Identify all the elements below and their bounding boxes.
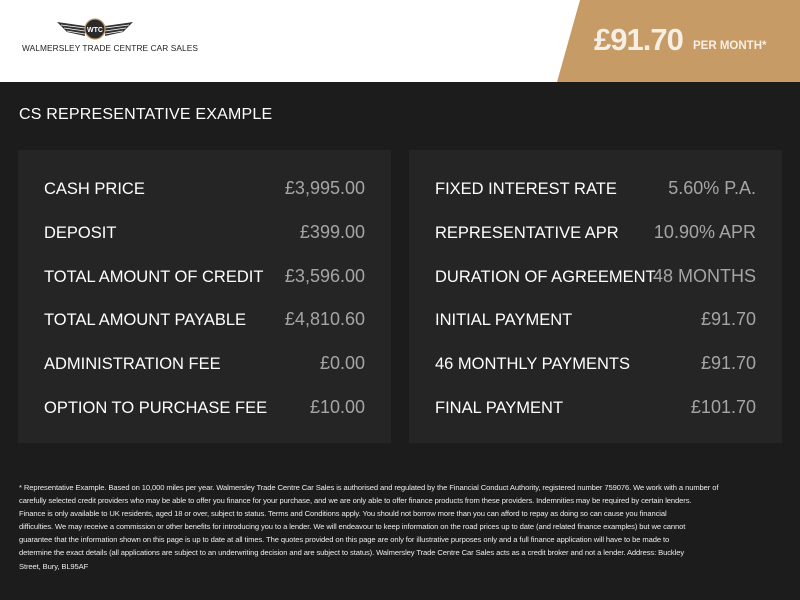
finance-label: DURATION OF AGREEMENT [435, 267, 656, 286]
right-finance-panel: FIXED INTEREST RATE 5.60% P.A. REPRESENTAT… [409, 150, 782, 443]
per-month-label: PER MONTH* [693, 40, 767, 52]
finance-row: CASH PRICE £3,995.00 [44, 178, 365, 204]
finance-value: £10.00 [309, 397, 365, 417]
finance-row: DEPOSIT £399.00 [44, 221, 365, 248]
finance-label: 46 MONTHLY PAYMENTS [435, 355, 630, 374]
disclaimer-line: * Representative Example. Based on 10,00… [19, 483, 719, 492]
finance-row: TOTAL AMOUNT PAYABLE £4,810.60 [44, 309, 365, 335]
finance-row: OPTION TO PURCHASE FEE £10.00 [44, 397, 365, 423]
finance-value: £4,810.60 [284, 309, 365, 330]
monthly-price-banner: £91.70 PER MONTH* [557, 0, 800, 82]
finance-label: FIXED INTEREST RATE [435, 180, 617, 198]
winged-badge-icon: WTC [56, 18, 133, 40]
svg-text:WTC: WTC [87, 27, 103, 34]
monthly-price: £91.70 [594, 22, 684, 57]
disclaimer-line: guarantee that the information shown on … [19, 535, 670, 545]
finance-label: REPRESENTATIVE APR [435, 223, 619, 242]
finance-label: ADMINISTRATION FEE [44, 355, 221, 374]
finance-row: REPRESENTATIVE APR 10.90% APR [435, 221, 756, 248]
finance-value: £0.00 [319, 353, 365, 374]
finance-row: FIXED INTEREST RATE 5.60% P.A. [435, 178, 756, 204]
header: WTC WALMERSLEY TRADE CENTRE CAR SALES £9… [0, 0, 800, 82]
disclaimer: * Representative Example. Based on 10,00… [19, 481, 781, 573]
finance-value: 10.90% APR [653, 221, 756, 242]
disclaimer-line: difficulties. We may receive a commissio… [19, 522, 686, 532]
finance-row: FINAL PAYMENT £101.70 [435, 397, 756, 423]
finance-row: ADMINISTRATION FEE £0.00 [44, 353, 365, 379]
finance-value: £91.70 [700, 353, 756, 374]
dealer-logo[interactable]: WTC WALMERSLEY TRADE CENTRE CAR SALES [22, 18, 199, 53]
dealer-name: WALMERSLEY TRADE CENTRE CAR SALES [22, 43, 199, 53]
finance-label: INITIAL PAYMENT [435, 311, 573, 330]
finance-value: £91.70 [700, 309, 756, 330]
finance-label: FINAL PAYMENT [435, 399, 564, 417]
finance-row: TOTAL AMOUNT OF CREDIT £3,596.00 [44, 265, 365, 292]
finance-label: TOTAL AMOUNT PAYABLE [44, 311, 247, 330]
finance-row: INITIAL PAYMENT £91.70 [435, 309, 756, 335]
finance-row: 46 MONTHLY PAYMENTS £91.70 [435, 353, 756, 379]
finance-row: DURATION OF AGREEMENT 48 MONTHS [435, 265, 756, 292]
disclaimer-line: Street, Bury, BL95AF [19, 561, 89, 571]
left-finance-panel: CASH PRICE £3,995.00 DEPOSIT £399.00 TOTAL A… [18, 150, 391, 443]
disclaimer-line: carefully selected credit providers who … [19, 496, 692, 506]
disclaimer-line: Finance is only available to UK resident… [19, 509, 667, 519]
finance-value: £101.70 [690, 397, 756, 417]
finance-value: £3,995.00 [284, 178, 365, 198]
finance-label: OPTION TO PURCHASE FEE [44, 399, 268, 417]
finance-value: £3,596.00 [284, 265, 365, 286]
section-title: CS REPRESENTATIVE EXAMPLE [19, 106, 273, 123]
finance-label: CASH PRICE [44, 180, 145, 198]
finance-value: 5.60% P.A. [668, 178, 756, 198]
finance-label: TOTAL AMOUNT OF CREDIT [44, 267, 264, 286]
disclaimer-line: determine the exact details (all applica… [19, 548, 685, 558]
finance-value: 48 MONTHS [652, 265, 756, 286]
finance-value: £399.00 [299, 221, 365, 242]
finance-label: DEPOSIT [44, 223, 117, 242]
